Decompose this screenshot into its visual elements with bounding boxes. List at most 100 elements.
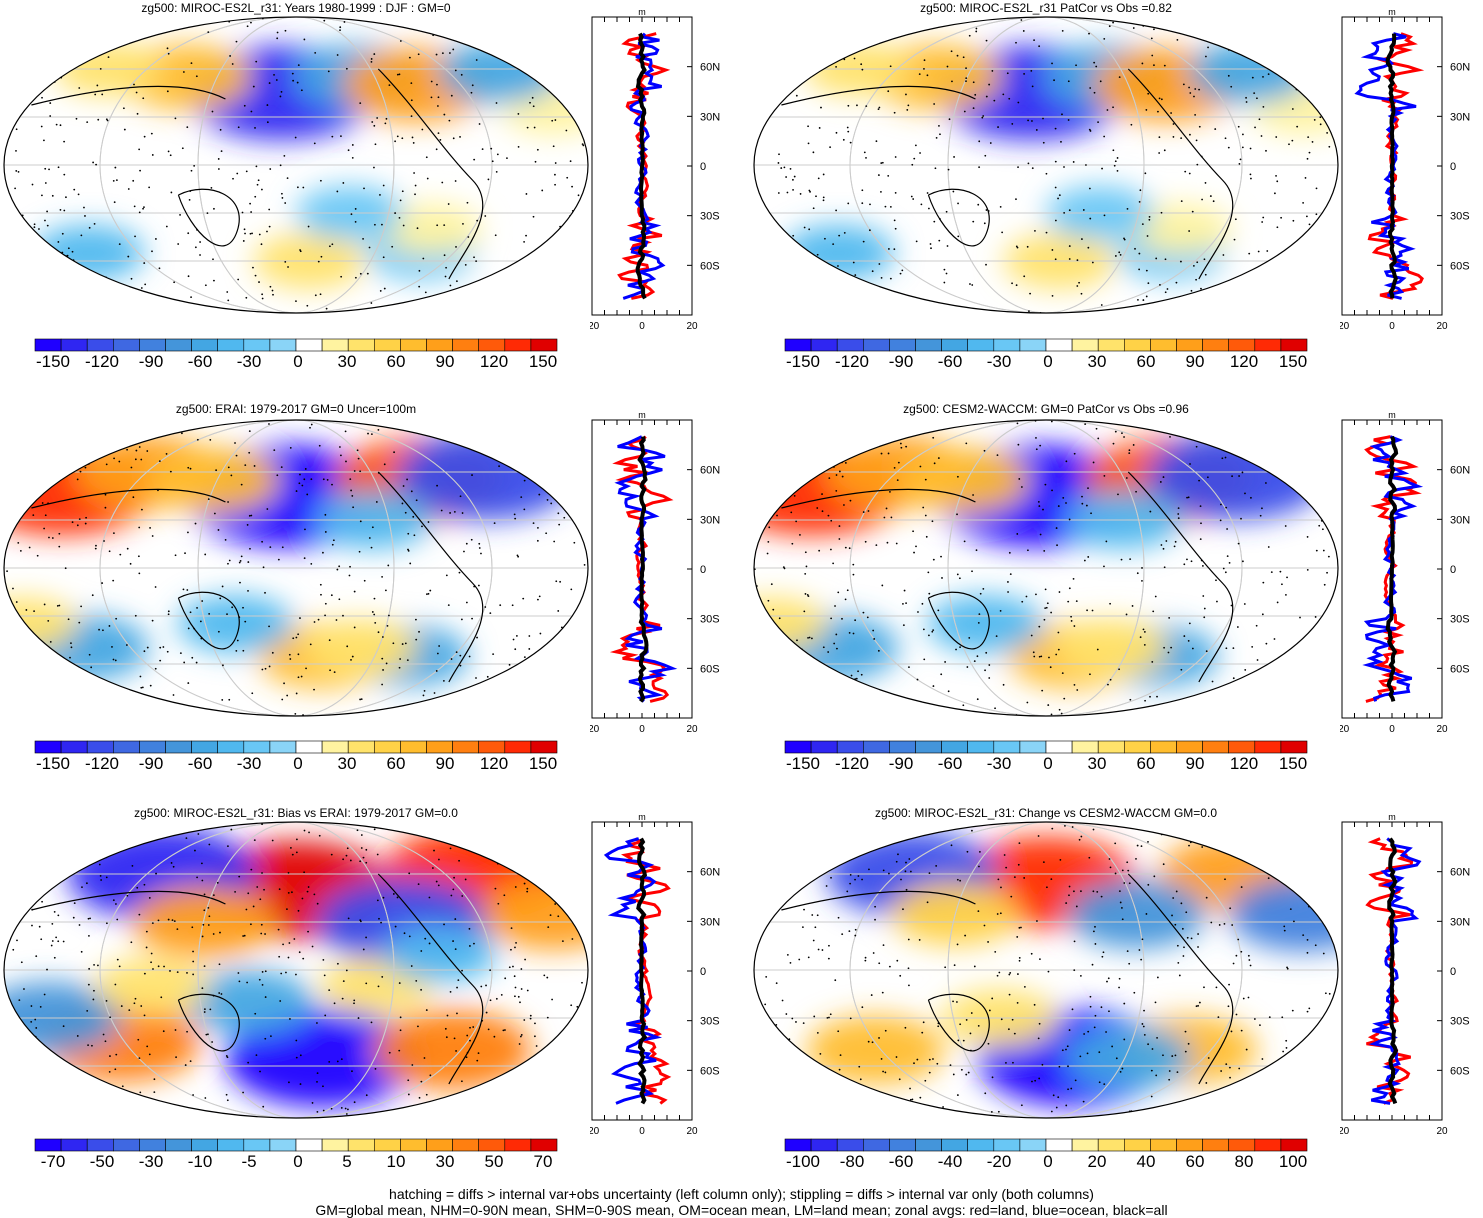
- colorbar-swatch: [967, 338, 995, 352]
- colorbar-swatch: [1045, 740, 1073, 754]
- zonal-lat-tick: 0: [1450, 966, 1456, 978]
- colorbar-swatch: [139, 740, 166, 754]
- colorbar-swatch: [217, 1138, 245, 1152]
- anomaly-blob: [1065, 1026, 1193, 1090]
- colorbar-swatch: [113, 338, 140, 352]
- colorbar: [34, 338, 558, 352]
- colorbar: [784, 338, 1308, 352]
- zonal-xtick: -20: [590, 321, 600, 332]
- zonal-xtick: -20: [1340, 321, 1350, 332]
- colorbar-label: -150: [35, 352, 71, 371]
- zonal-xlabel: m: [638, 812, 646, 822]
- world-map: [753, 419, 1339, 717]
- zonal-series-all: [636, 837, 648, 1105]
- colorbar-swatch: [1019, 740, 1047, 754]
- colorbar-swatch: [139, 338, 166, 352]
- anomaly-blob: [437, 41, 562, 104]
- colorbar-swatch: [243, 1138, 271, 1152]
- colorbar-label: -30: [138, 1152, 164, 1171]
- anomaly-blob: [782, 225, 895, 281]
- colorbar-label: 120: [479, 754, 509, 773]
- colorbar-swatch: [269, 338, 297, 352]
- colorbar-swatch: [993, 1138, 1021, 1152]
- colorbar-swatch: [373, 740, 401, 754]
- colorbar-label: 30: [435, 1152, 455, 1171]
- colorbar-swatch: [452, 1138, 480, 1152]
- colorbar-swatch: [915, 1138, 942, 1152]
- colorbar-label: 0: [1043, 754, 1053, 773]
- colorbar-swatch: [1176, 1138, 1203, 1152]
- panel-title: zg500: ERAI: 1979-2017 GM=0 Uncer=100m: [175, 402, 417, 416]
- colorbar-swatch: [1071, 1138, 1099, 1152]
- colorbar-label: 60: [1185, 1152, 1205, 1171]
- colorbar-swatch: [60, 740, 88, 754]
- colorbar-swatch: [784, 1138, 812, 1152]
- anomaly-blob: [372, 1010, 532, 1090]
- zonal-profile: m -20 20 60N 30N 0 30S 60S: [1340, 812, 1470, 1137]
- colorbar-swatch: [269, 740, 297, 754]
- colorbar-swatch: [1019, 338, 1047, 352]
- zonal-lat-tick: 30N: [700, 514, 720, 526]
- zonal-xtick: 0: [639, 724, 645, 735]
- colorbar-label: 30: [1087, 754, 1107, 773]
- colorbar-swatch: [1123, 338, 1151, 352]
- colorbar-swatch: [400, 338, 427, 352]
- colorbar-swatch: [1254, 338, 1282, 352]
- colorbar-swatch: [113, 1138, 140, 1152]
- zonal-lat-tick: 30S: [700, 1016, 720, 1028]
- zonal-lat-tick: 30N: [1450, 916, 1470, 928]
- zonal-lat-tick: 0: [1450, 564, 1456, 576]
- anomaly-blob: [1127, 203, 1232, 255]
- zonal-xtick: 0: [1389, 321, 1395, 332]
- zonal-lat-tick: 60S: [700, 663, 720, 675]
- colorbar-label: -30: [236, 754, 262, 773]
- colorbar-swatch: [1045, 338, 1073, 352]
- zonal-lat-tick: 60N: [1450, 62, 1470, 74]
- colorbar-label: 0: [1043, 352, 1053, 371]
- zonal-lat-tick: 60S: [700, 260, 720, 272]
- colorbar-label: -30: [236, 352, 262, 371]
- colorbar-swatch: [530, 338, 558, 352]
- anomaly-blob: [1051, 619, 1168, 677]
- colorbar-swatch: [321, 740, 349, 754]
- colorbar-swatch: [139, 1138, 166, 1152]
- colorbar-label: -60: [187, 352, 213, 371]
- colorbar-swatch: [191, 740, 219, 754]
- colorbar-swatch: [1202, 740, 1230, 754]
- anomaly-blob: [177, 595, 294, 653]
- colorbar: [34, 1138, 558, 1152]
- colorbar-swatch: [86, 338, 114, 352]
- colorbar-label: 10: [386, 1152, 406, 1171]
- zonal-xlabel: m: [638, 410, 646, 420]
- colorbar-label: -120: [834, 754, 870, 773]
- colorbar-swatch: [1202, 338, 1230, 352]
- colorbar-label: 120: [1229, 352, 1259, 371]
- colorbar-swatch: [347, 1138, 375, 1152]
- colorbar-label: -100: [785, 1152, 821, 1171]
- colorbar-label: 100: [1278, 1152, 1308, 1171]
- colorbar-label: 20: [1087, 1152, 1107, 1171]
- anomaly-blob: [94, 957, 209, 1015]
- colorbar-swatch: [217, 338, 245, 352]
- zonal-xtick: 20: [1436, 724, 1448, 735]
- anomaly-blob: [897, 447, 1030, 513]
- zonal-xtick: -20: [1340, 1126, 1350, 1137]
- colorbar-swatch: [426, 740, 453, 754]
- colorbar-swatch: [86, 740, 114, 754]
- colorbar-swatch: [889, 740, 916, 754]
- colorbar-label: 90: [435, 352, 455, 371]
- zonal-xtick: 0: [639, 321, 645, 332]
- colorbar-label: -60: [937, 352, 963, 371]
- colorbar-swatch: [836, 740, 864, 754]
- zonal-series-ocean: [603, 837, 663, 1105]
- colorbar-swatch: [967, 1138, 995, 1152]
- zonal-profile: m -20 0 20 60N 30N 0 30S 60S: [1340, 7, 1470, 332]
- zonal-lat-tick: 30S: [700, 211, 720, 223]
- zonal-lat-tick: 30S: [1450, 211, 1470, 223]
- colorbar-label: -5: [241, 1152, 257, 1171]
- colorbar-label: -60: [937, 754, 963, 773]
- colorbar-swatch: [889, 1138, 916, 1152]
- zonal-xtick: -20: [1340, 724, 1350, 735]
- zonal-lat-tick: 60S: [1450, 1065, 1470, 1077]
- colorbar-swatch: [1150, 1138, 1177, 1152]
